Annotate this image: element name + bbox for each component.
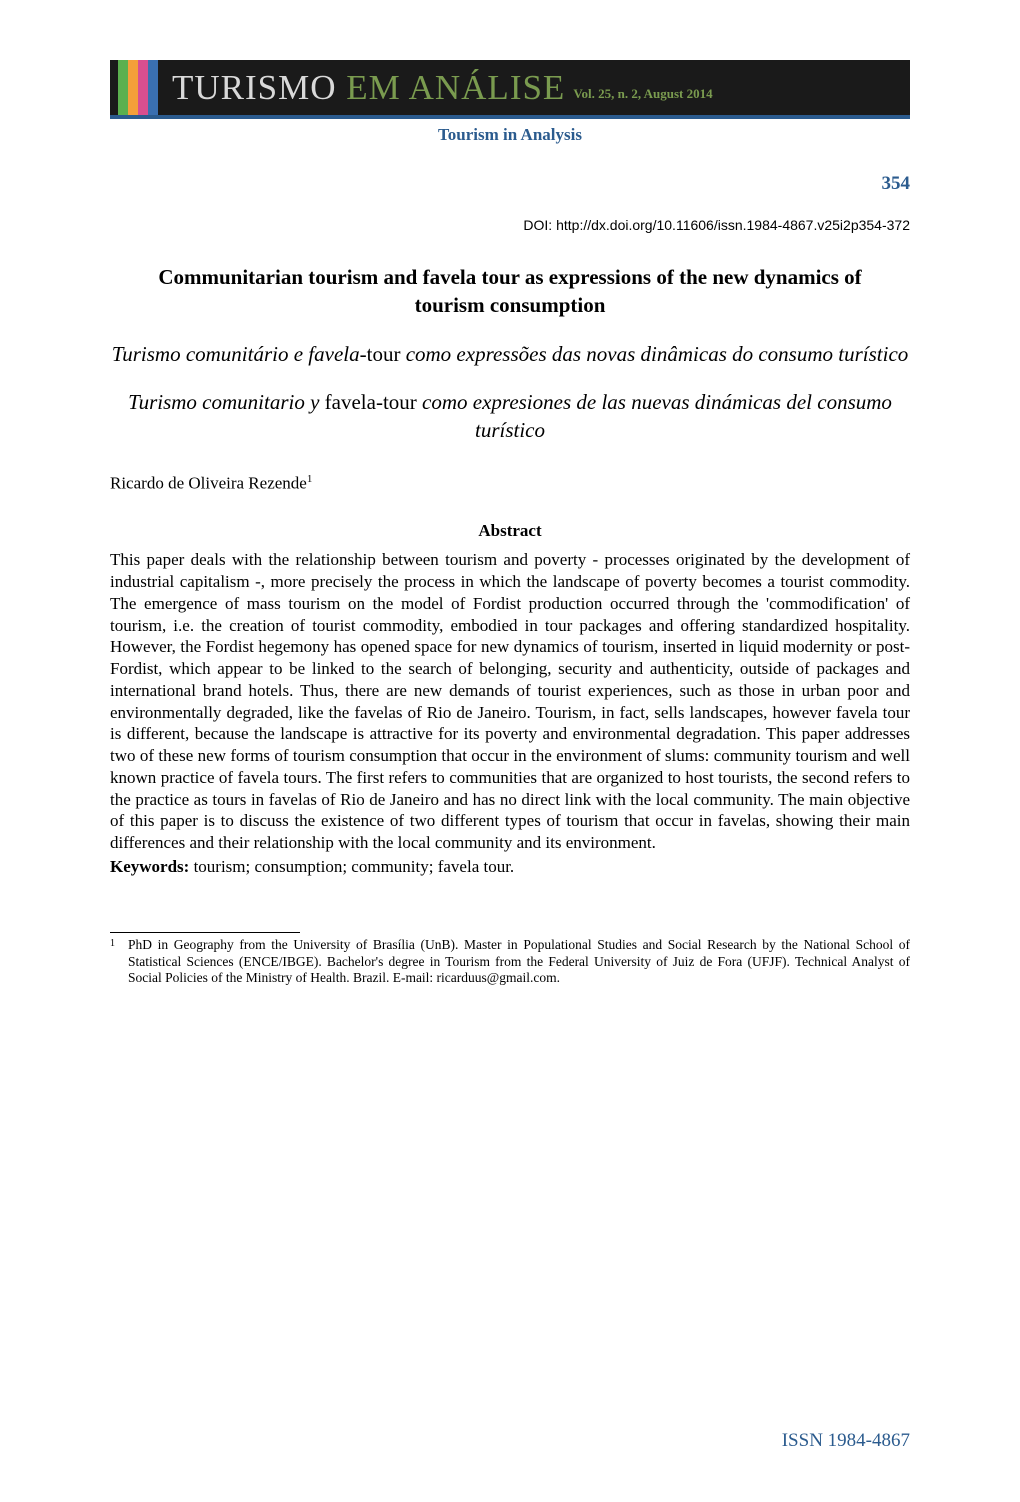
title-pt-italic-1: Turismo comunitário e favela- bbox=[112, 342, 367, 366]
author-footnote-marker: 1 bbox=[307, 473, 313, 485]
title-pt-roman: tour bbox=[367, 342, 401, 366]
author-line: Ricardo de Oliveira Rezende1 bbox=[110, 473, 1020, 494]
paper-title-en: Communitarian tourism and favela tour as… bbox=[130, 263, 890, 320]
title-es-italic-2: como expresiones de las nuevas dinámicas… bbox=[417, 390, 892, 442]
volume-info: Vol. 25, n. 2, August 2014 bbox=[573, 86, 712, 102]
banner-underline bbox=[110, 115, 910, 119]
paper-title-pt: Turismo comunitário e favela-tour como e… bbox=[110, 340, 910, 368]
keywords-line: Keywords: tourism; consumption; communit… bbox=[110, 856, 910, 878]
journal-title-part1: TURISMO bbox=[172, 68, 337, 107]
journal-title-em: EM bbox=[346, 68, 401, 107]
paper-title-es: Turismo comunitario y favela-tour como e… bbox=[110, 388, 910, 445]
title-es-roman: favela-tour bbox=[325, 390, 417, 414]
keywords-text: tourism; consumption; community; favela … bbox=[189, 857, 514, 876]
title-es-italic-1: Turismo comunitario y bbox=[128, 390, 325, 414]
doi-line: DOI: http://dx.doi.org/10.11606/issn.198… bbox=[0, 217, 910, 233]
footnote-marker: 1 bbox=[110, 939, 118, 988]
footnote-text: PhD in Geography from the University of … bbox=[128, 937, 910, 988]
abstract-body: This paper deals with the relationship b… bbox=[110, 549, 910, 854]
issn: ISSN 1984-4867 bbox=[782, 1430, 910, 1452]
journal-subtitle: Tourism in Analysis bbox=[0, 125, 1020, 145]
journal-title: TURISMO EM ANÁLISE bbox=[172, 68, 565, 108]
journal-title-part2: ANÁLISE bbox=[409, 68, 566, 107]
page-number: 354 bbox=[0, 173, 910, 195]
title-pt-italic-2: como expressões das novas dinâmicas do c… bbox=[400, 342, 908, 366]
abstract-heading: Abstract bbox=[0, 521, 1020, 541]
journal-banner: TURISMO EM ANÁLISE Vol. 25, n. 2, August… bbox=[110, 60, 910, 115]
author-name: Ricardo de Oliveira Rezende bbox=[110, 473, 307, 492]
footnote: 1 PhD in Geography from the University o… bbox=[110, 937, 910, 988]
keywords-label: Keywords: bbox=[110, 857, 189, 876]
footnote-rule bbox=[110, 932, 300, 933]
logo-icon bbox=[118, 60, 158, 115]
